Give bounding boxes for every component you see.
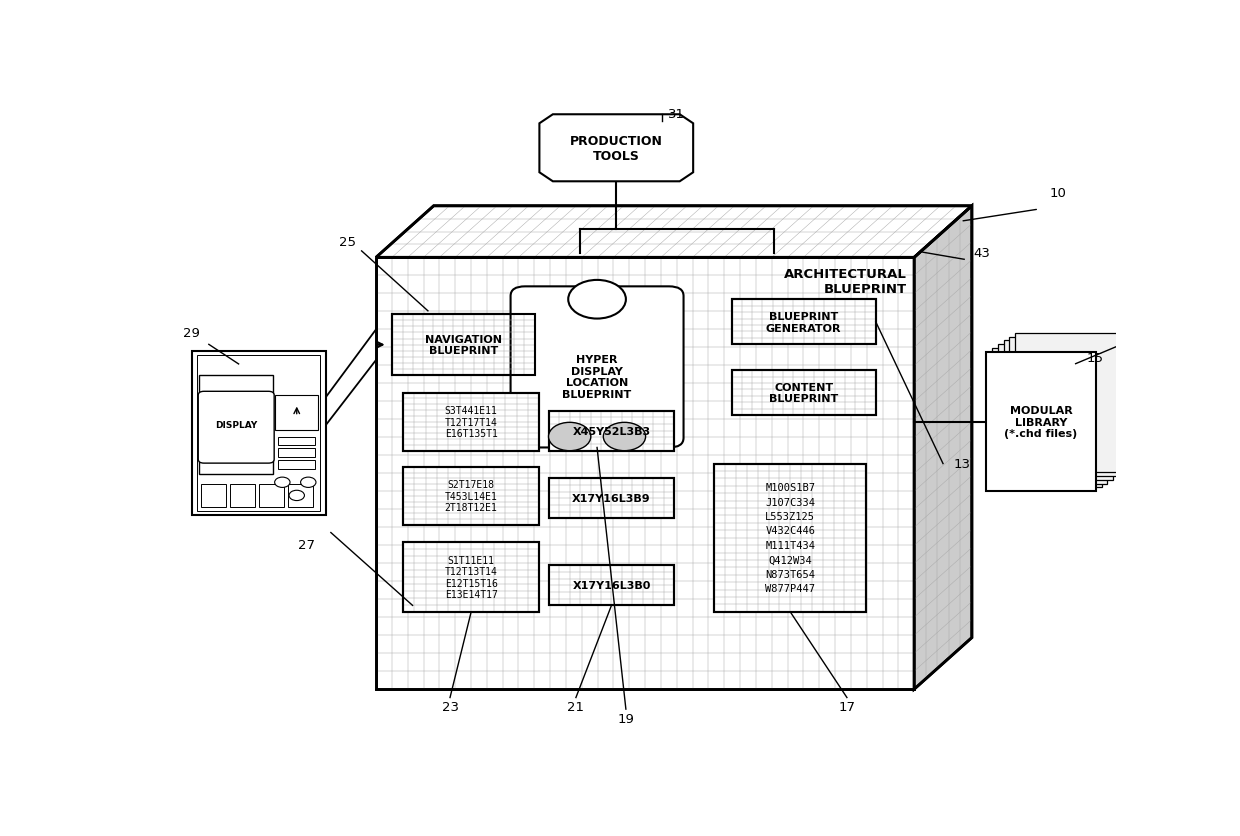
Bar (200, 376, 273, 475)
Text: BLUEPRINT
GENERATOR: BLUEPRINT GENERATOR (766, 312, 842, 334)
Text: S2T17E18
T453L14E1
2T18T12E1: S2T17E18 T453L14E1 2T18T12E1 (445, 480, 497, 512)
FancyBboxPatch shape (198, 392, 274, 464)
Bar (732, 300, 875, 345)
Bar (278, 437, 315, 446)
Text: S1T11E11
T12T13T14
E12T15T16
E13E14T17: S1T11E11 T12T13T14 E12T15T16 E13E14T17 (445, 555, 497, 599)
Text: DISPLAY: DISPLAY (215, 421, 258, 430)
Bar (403, 393, 539, 451)
FancyBboxPatch shape (1009, 337, 1118, 477)
Circle shape (289, 491, 305, 501)
FancyBboxPatch shape (986, 353, 1096, 492)
Circle shape (300, 477, 316, 488)
Text: PRODUCTION
TOOLS: PRODUCTION TOOLS (570, 135, 662, 162)
Text: X17Y16L3B9: X17Y16L3B9 (572, 494, 651, 504)
Bar (549, 479, 675, 518)
Text: M100S1B7
J107C334
L553Z125
V432C446
M111T434
Q412W34
N873T654
W877P447: M100S1B7 J107C334 L553Z125 V432C446 M111… (765, 482, 815, 594)
FancyBboxPatch shape (992, 349, 1101, 488)
Text: 15: 15 (1086, 351, 1104, 364)
Text: 17: 17 (838, 701, 856, 713)
Bar (403, 543, 539, 612)
Text: 43: 43 (973, 247, 990, 260)
Bar (229, 485, 255, 507)
Text: 29: 29 (184, 327, 200, 340)
Bar (275, 395, 319, 431)
Bar (392, 314, 534, 376)
Bar (732, 370, 875, 415)
Text: 19: 19 (618, 711, 635, 725)
Text: S3T441E11
T12T17T14
E16T135T1: S3T441E11 T12T17T14 E16T135T1 (445, 405, 497, 439)
Bar (549, 566, 675, 605)
Bar (403, 543, 539, 612)
Bar (732, 370, 875, 415)
Text: CONTENT
BLUEPRINT: CONTENT BLUEPRINT (769, 382, 838, 404)
Circle shape (604, 423, 646, 451)
Bar (201, 485, 226, 507)
Bar (376, 258, 914, 690)
Text: MODULAR
LIBRARY
(*.chd files): MODULAR LIBRARY (*.chd files) (1004, 405, 1078, 439)
Bar (376, 258, 914, 690)
Text: NAVIGATION
BLUEPRINT: NAVIGATION BLUEPRINT (425, 334, 502, 356)
Bar (403, 467, 539, 525)
Bar (259, 485, 284, 507)
Bar (732, 300, 875, 345)
Bar (278, 449, 315, 458)
Text: 21: 21 (568, 701, 584, 713)
Text: X17Y16L3B0: X17Y16L3B0 (573, 581, 651, 591)
Circle shape (274, 477, 290, 488)
FancyBboxPatch shape (998, 345, 1107, 484)
Text: 31: 31 (668, 108, 686, 121)
FancyBboxPatch shape (1003, 341, 1114, 480)
Bar (549, 566, 675, 605)
Polygon shape (914, 206, 972, 690)
Text: 27: 27 (299, 538, 315, 551)
Text: HYPER
DISPLAY
LOCATION
BLUEPRINT: HYPER DISPLAY LOCATION BLUEPRINT (563, 354, 631, 400)
Polygon shape (376, 206, 972, 258)
Bar (191, 351, 326, 516)
Bar (714, 464, 866, 612)
Text: 23: 23 (441, 701, 459, 713)
Circle shape (548, 423, 590, 451)
FancyBboxPatch shape (511, 287, 683, 448)
Bar (549, 411, 675, 451)
Bar (549, 479, 675, 518)
Bar (549, 411, 675, 451)
Bar (714, 464, 866, 612)
Circle shape (568, 281, 626, 319)
FancyBboxPatch shape (1016, 334, 1125, 472)
Bar (403, 467, 539, 525)
Bar (403, 393, 539, 451)
Bar (392, 314, 534, 376)
Text: ARCHITECTURAL
BLUEPRINT: ARCHITECTURAL BLUEPRINT (784, 268, 906, 296)
Text: 10: 10 (1050, 187, 1066, 200)
Bar (278, 461, 315, 470)
Text: X45Y52L3B3: X45Y52L3B3 (573, 426, 651, 436)
Bar (197, 355, 320, 512)
Text: 25: 25 (339, 236, 356, 248)
Polygon shape (539, 115, 693, 182)
Bar (288, 485, 312, 507)
Text: 13: 13 (954, 457, 971, 471)
